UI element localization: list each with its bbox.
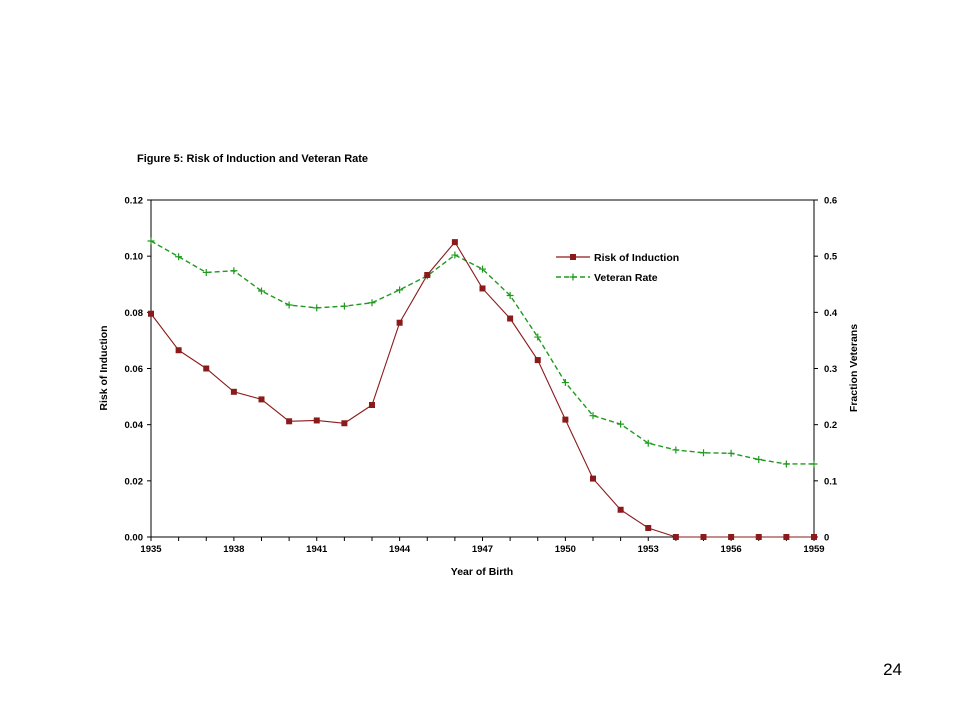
y-left-tick-label: 0.10	[125, 252, 144, 263]
veteran-rate-point	[782, 460, 790, 468]
legend-label-veteran: Veteran Rate	[594, 272, 658, 284]
y-right-tick-label: 0.2	[824, 420, 837, 431]
risk-of-induction-point	[369, 402, 375, 409]
risk-of-induction-point	[617, 506, 624, 513]
veteran-rate-point	[755, 455, 763, 463]
veteran-rate-point	[396, 286, 404, 294]
y-left-tick-label: 0.00	[125, 533, 144, 544]
risk-of-induction-point	[562, 416, 569, 423]
x-tick-label: 1947	[472, 544, 493, 555]
y-axis-right: 0 0.1 0.2 0.3 0.4 0.5 0.6	[814, 196, 838, 544]
y-right-tick-label: 0.6	[824, 196, 837, 207]
veteran-rate-point	[700, 449, 707, 457]
risk-of-induction-point	[811, 534, 817, 540]
x-tick-label: 1950	[555, 544, 576, 555]
x-tick-label: 1959	[803, 544, 824, 555]
risk-of-induction-point	[148, 310, 154, 317]
risk-of-induction-point	[755, 534, 762, 540]
y-left-tick-label: 0.08	[125, 308, 144, 319]
risk-of-induction-point	[728, 534, 735, 540]
y-right-tick-label: 0.4	[824, 308, 838, 319]
risk-of-induction-point	[645, 525, 652, 532]
risk-of-induction-point	[479, 285, 486, 292]
y-right-tick-label: 0	[824, 533, 829, 544]
series-layer	[147, 237, 818, 540]
page-number: 24	[883, 660, 902, 679]
veteran-rate-line	[150, 240, 814, 465]
risk-of-induction-point	[258, 396, 265, 403]
risk-of-induction-point	[590, 475, 596, 482]
veteran-rate-point	[313, 304, 321, 312]
veteran-rate-point	[285, 301, 293, 309]
risk-of-induction-point	[783, 534, 790, 540]
risk-of-induction-point	[534, 357, 541, 364]
x-axis-title: Year of Birth	[451, 566, 513, 578]
veteran-rate-point	[340, 302, 348, 310]
veteran-rate-point	[810, 460, 818, 468]
y-right-tick-label: 0.3	[824, 364, 837, 375]
risk-of-induction-point	[700, 534, 707, 540]
x-tick-label: 1935	[140, 544, 162, 555]
y-left-tick-label: 0.06	[125, 364, 144, 375]
y-axis-right-title: Fraction Veterans	[848, 324, 860, 412]
legend-label-risk: Risk of Induction	[594, 252, 679, 264]
veteran-rate-point	[451, 251, 459, 259]
risk-of-induction-point	[507, 315, 514, 322]
y-right-tick-label: 0.5	[824, 252, 838, 263]
veteran-rate-point	[202, 268, 210, 276]
x-axis: 1935 1938 1941 1944 1947 1950 1953 1956 1959	[140, 537, 825, 555]
x-tick-label: 1956	[721, 544, 742, 555]
veteran-rate-point	[672, 446, 680, 454]
y-left-tick-label: 0.12	[125, 196, 144, 207]
risk-of-induction-point	[424, 271, 431, 278]
veteran-rate-point	[534, 333, 542, 341]
x-tick-label: 1944	[389, 544, 411, 555]
y-axis-left: 0.00 0.02 0.04 0.06 0.08 0.10 0.12	[125, 196, 151, 544]
chart-title: Figure 5: Risk of Induction and Veteran …	[137, 153, 368, 165]
risk-of-induction-point	[286, 418, 293, 425]
risk-of-induction-point	[230, 388, 237, 395]
veteran-rate-point	[479, 265, 486, 273]
veteran-rate-point	[506, 291, 514, 299]
risk-of-induction-point	[313, 417, 320, 424]
legend-marker-risk	[570, 254, 576, 260]
risk-of-induction-point	[203, 365, 210, 372]
y-right-tick-label: 0.1	[824, 476, 838, 487]
veteran-rate-point	[230, 267, 238, 275]
veteran-rate-point	[589, 412, 597, 420]
veteran-rate-point	[368, 299, 376, 307]
legend: Risk of Induction Veteran Rate	[556, 252, 679, 284]
plot-area	[150, 199, 815, 538]
risk-of-induction-point	[175, 347, 182, 354]
y-axis-left-title: Risk of Induction	[98, 325, 110, 410]
veteran-rate-point	[617, 420, 625, 428]
veteran-rate-point	[147, 237, 155, 245]
risk-of-induction-point	[396, 319, 403, 326]
veteran-rate-point	[727, 449, 735, 457]
y-left-tick-label: 0.04	[125, 420, 144, 431]
legend-marker-veteran	[569, 273, 577, 281]
veteran-rate-point	[644, 439, 652, 447]
risk-of-induction-point	[672, 534, 679, 540]
veteran-rate-point	[258, 287, 265, 295]
veteran-rate-point	[561, 379, 569, 387]
veteran-rate-point	[175, 253, 183, 261]
y-left-tick-label: 0.02	[125, 476, 144, 487]
x-tick-label: 1953	[638, 544, 659, 555]
x-tick-label: 1938	[223, 544, 244, 555]
risk-of-induction-point	[341, 420, 348, 427]
x-tick-label: 1941	[306, 544, 328, 555]
risk-of-induction-point	[451, 239, 458, 246]
